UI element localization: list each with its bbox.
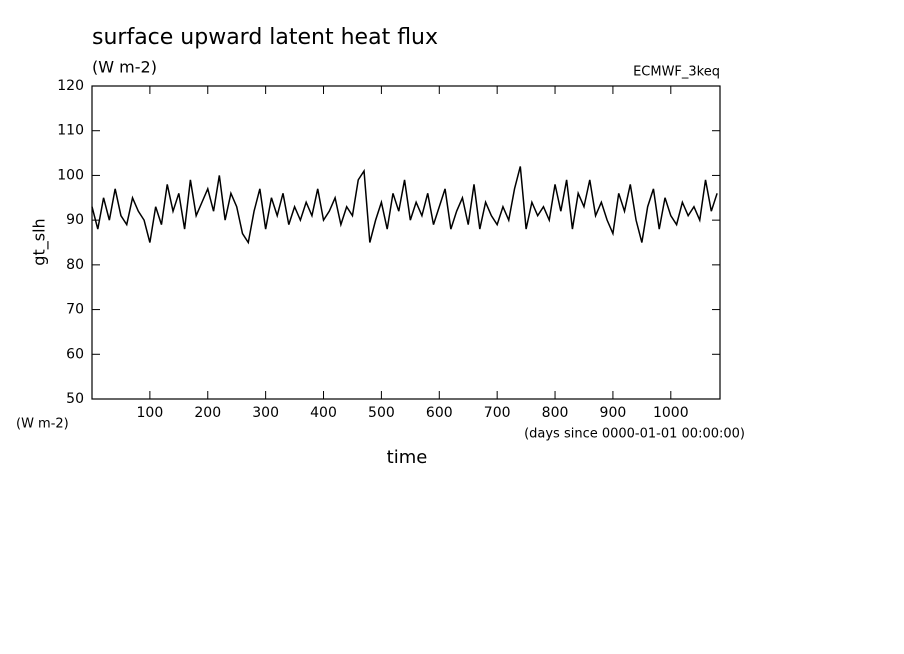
- chart-title: surface upward latent heat flux: [92, 25, 438, 50]
- x-tick-label: 1000: [653, 405, 689, 421]
- y-unit: (W m-2): [16, 417, 69, 432]
- x-tick-label: 600: [426, 405, 453, 421]
- y-tick-label: 120: [57, 78, 84, 94]
- chart-subtitle: (W m-2): [92, 58, 157, 77]
- annotation: ECMWF_3keq: [633, 65, 720, 80]
- x-tick-label: 400: [310, 405, 337, 421]
- y-tick-label: 90: [66, 212, 84, 228]
- plot-frame: [91, 85, 721, 400]
- x-unit: (days since 0000-01-01 00:00:00): [524, 427, 745, 442]
- x-tick-label: 200: [194, 405, 221, 421]
- y-tick-label: 70: [66, 302, 84, 318]
- y-tick-label: 60: [66, 346, 84, 362]
- y-tick-label: 80: [66, 257, 84, 273]
- y-tick-label: 50: [66, 391, 84, 407]
- x-tick-label: 900: [600, 405, 627, 421]
- x-axis-label: time: [387, 447, 428, 468]
- x-tick-label: 800: [542, 405, 569, 421]
- x-tick-label: 700: [484, 405, 511, 421]
- y-tick-label: 110: [57, 123, 84, 139]
- x-tick-label: 100: [137, 405, 164, 421]
- x-tick-label: 300: [252, 405, 279, 421]
- data-line: [91, 166, 718, 245]
- y-axis-label: gt_slh: [30, 218, 50, 265]
- y-tick-label: 100: [57, 167, 84, 183]
- x-tick-label: 500: [368, 405, 395, 421]
